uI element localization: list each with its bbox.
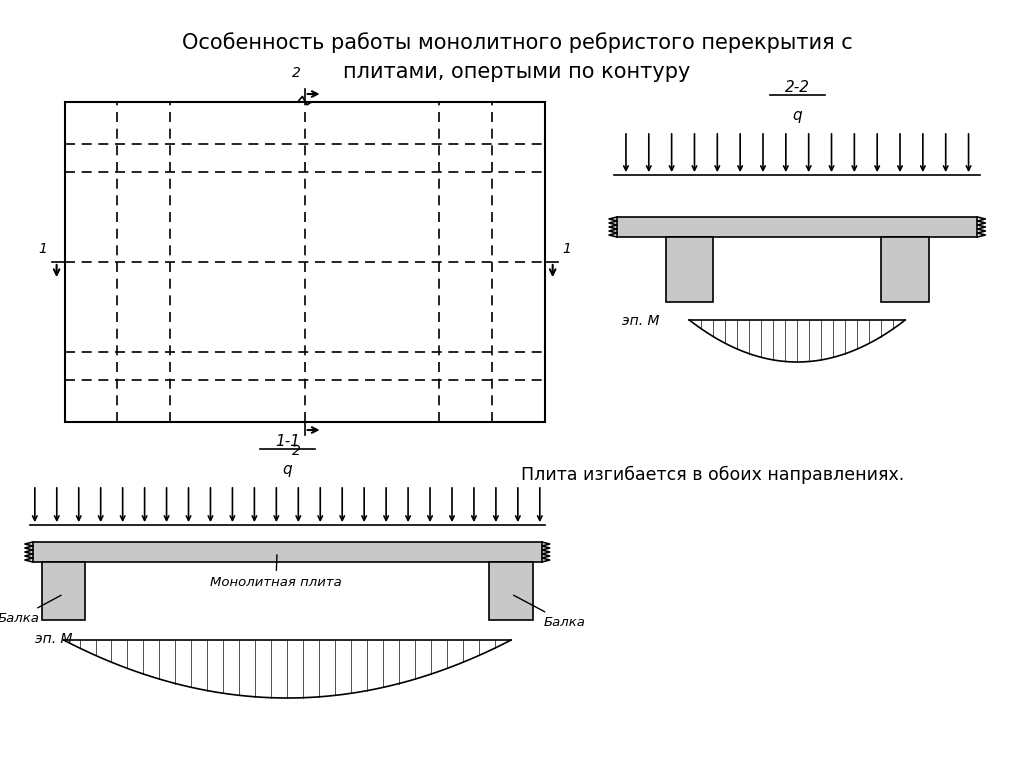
Text: 1: 1 [562,242,571,256]
Text: Плита изгибается в обоих направлениях.: Плита изгибается в обоих направлениях. [521,466,905,484]
Text: 2-2: 2-2 [784,80,810,95]
Bar [42,562,85,620]
Bar [489,562,532,620]
Text: Монолитная плита: Монолитная плита [210,555,342,589]
Bar [882,237,929,302]
Text: плитами, опертыми по контуру: плитами, опертыми по контуру [343,62,691,82]
Bar [617,217,978,237]
Text: q: q [793,108,802,123]
Bar [33,542,542,562]
Text: Балка: Балка [0,595,61,625]
Text: 2: 2 [292,66,301,80]
Text: 1-1: 1-1 [274,434,300,449]
Text: Балка: Балка [514,595,586,629]
Text: q: q [283,462,292,477]
Text: эп. М: эп. М [35,632,73,646]
Text: эп. М: эп. М [622,314,659,328]
Text: 1: 1 [38,242,47,256]
Bar [65,102,545,422]
Text: 2: 2 [292,444,301,458]
Bar [666,237,713,302]
Text: Особенность работы монолитного ребристого перекрытия с: Особенность работы монолитного ребристог… [181,32,852,53]
